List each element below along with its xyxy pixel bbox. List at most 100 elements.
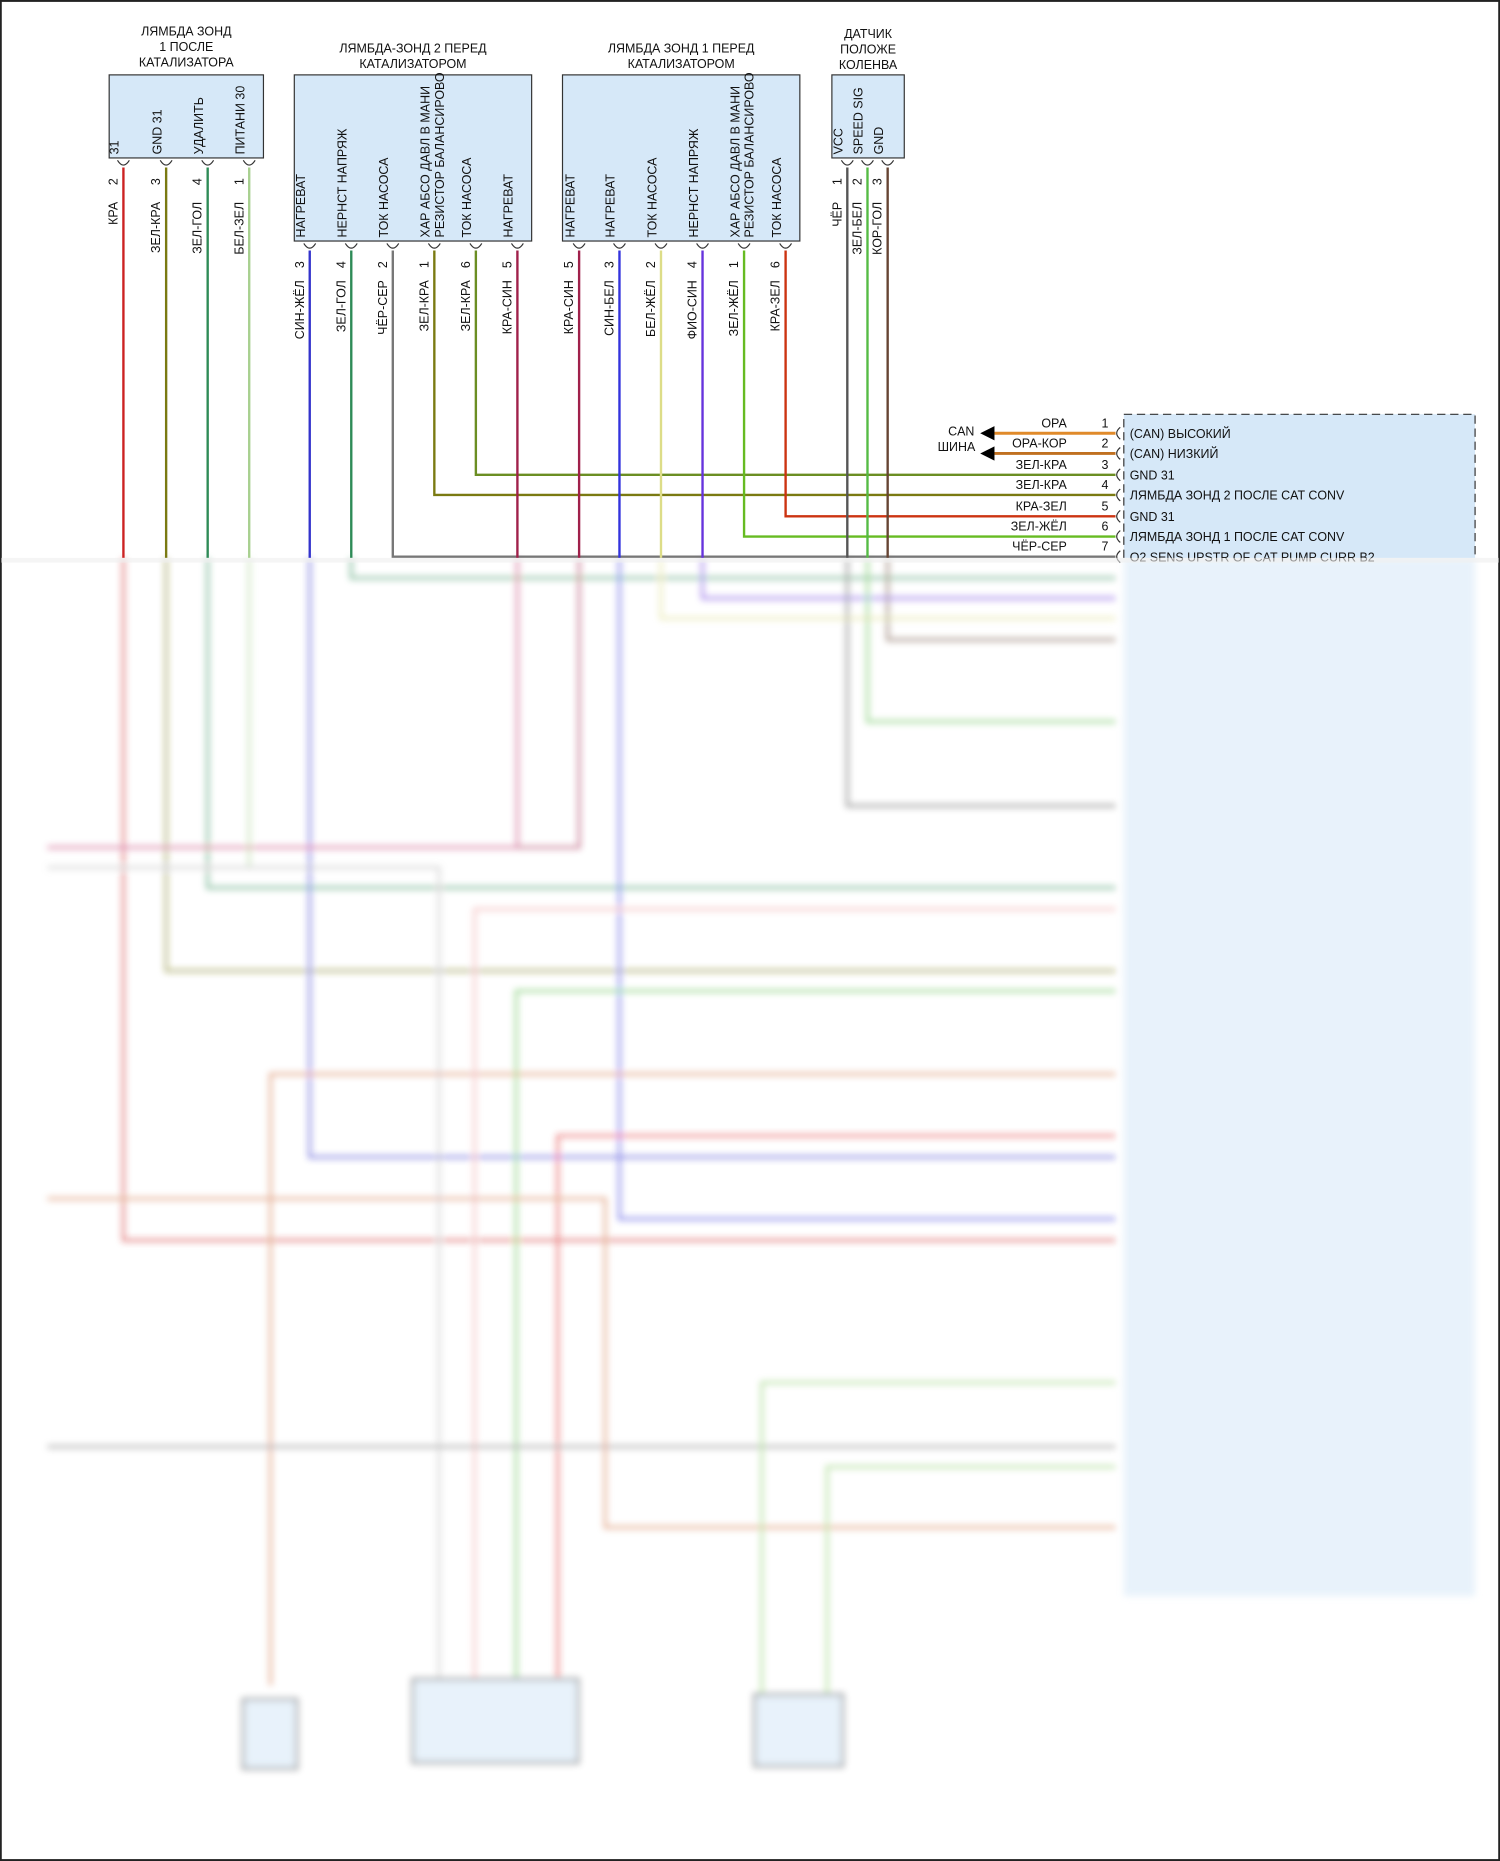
wire-color-label: ЗЕЛ-БЕЛ <box>851 202 865 255</box>
wire <box>391 250 1116 558</box>
connector-title: ПОЛОЖЕ <box>840 43 896 57</box>
pin-terminal-icon <box>1116 447 1121 460</box>
blurred-lower-diagram <box>47 557 1476 1770</box>
pin-terminal-icon <box>779 243 793 249</box>
wire <box>742 250 1116 538</box>
pin-number: 2 <box>106 178 120 185</box>
wire-color-label: КРА-СИН <box>562 280 576 334</box>
wire-color-label: ЗЕЛ-ГОЛ <box>334 280 348 332</box>
can-bus-label: CAN <box>948 425 974 439</box>
pin-label: ПИТАНИ 30 <box>233 86 247 155</box>
pin-label: 31 <box>108 140 122 154</box>
connector-box-3 <box>561 74 801 242</box>
pin-terminal-icon <box>572 243 586 249</box>
pin-number: 6 <box>1101 520 1108 534</box>
pin-number: 4 <box>334 261 348 268</box>
pin-label: НАГРЕВАТ <box>604 174 618 238</box>
ecu-box <box>1123 413 1476 558</box>
wire-color-label: КРА <box>106 201 120 225</box>
pin-terminal-icon <box>116 159 130 166</box>
pin-terminal-icon <box>510 243 524 249</box>
wire-color-label: ЗЕЛ-КРА <box>417 279 431 331</box>
pin-terminal-icon <box>881 159 895 166</box>
wire-color-label: СИН-БЕЛ <box>603 280 617 336</box>
pin-label: РЕЗИСТОР БАЛАНСИРОВО <box>743 72 757 237</box>
wire <box>784 250 1116 518</box>
pin-terminal-icon <box>427 243 441 249</box>
wire-color-label: КОР-ГОЛ <box>871 202 885 255</box>
pin-label: SPEED SIG <box>852 87 866 154</box>
pin-label: GND <box>872 127 886 155</box>
pin-number: 6 <box>459 261 473 268</box>
pin-label: НАГРЕВАТ <box>563 174 577 238</box>
pin-terminal-icon <box>344 243 358 249</box>
pin-number: 6 <box>769 261 783 268</box>
pin-label: GND 31 <box>150 109 164 154</box>
pin-terminal-icon <box>737 243 751 249</box>
wire-color-label: ЗЕЛ-КРА <box>1016 458 1068 472</box>
connector-box-2 <box>293 74 533 242</box>
pin-number: 1 <box>830 178 844 185</box>
wire-color-label: ЗЕЛ-ЖЁЛ <box>1011 520 1067 534</box>
pin-number: 2 <box>644 261 658 268</box>
pin-label: УДАЛИТЬ <box>192 97 206 154</box>
ecu-pin-label: GND 31 <box>1130 469 1175 483</box>
pin-label: НЕРНСТ НАПРЯЖ <box>687 128 701 237</box>
connector-box-1 <box>108 74 265 159</box>
arrow-left-icon <box>980 446 995 461</box>
pin-label: ТОК НАСОСА <box>460 157 474 238</box>
pin-label: ТОК НАСОСА <box>770 157 784 238</box>
pin-terminal-icon <box>861 159 874 166</box>
wire-color-label: ОРА-КОР <box>1012 437 1067 451</box>
arrow-left-icon <box>980 426 995 441</box>
pin-number: 4 <box>191 178 205 185</box>
connector-title: 1 ПОСЛЕ <box>159 40 213 54</box>
connector-title: ДАТЧИК <box>844 27 893 41</box>
pin-number: 5 <box>562 261 576 268</box>
pin-label: ТОК НАСОСА <box>377 157 391 238</box>
pin-terminal-icon <box>1116 530 1121 543</box>
ecu-pin-label: (CAN) ВЫСОКИЙ <box>1130 426 1231 441</box>
wire-color-label: ОРА <box>1041 416 1067 430</box>
pin-label: НАГРЕВАТ <box>502 174 516 238</box>
pin-number: 7 <box>1101 540 1108 554</box>
wire-color-label: ЗЕЛ-КРА <box>1016 478 1068 492</box>
wire-color-label: СИН-ЖЁЛ <box>293 280 307 339</box>
wire-color-label: КРА-ЗЕЛ <box>1016 499 1067 513</box>
pin-terminal-icon <box>303 243 317 249</box>
connector-title: КАТАЛИЗАТОРОМ <box>359 57 466 71</box>
connector-title: ЛЯМБДА ЗОНД 1 ПЕРЕД <box>608 41 755 55</box>
pin-number: 2 <box>851 178 865 185</box>
pin-terminal-icon <box>840 159 854 166</box>
pin-label: ТОК НАСОСА <box>645 157 659 238</box>
pin-terminal-icon <box>386 243 400 249</box>
pin-number: 4 <box>1101 478 1108 492</box>
wire-color-label: ЧЁР-СЕР <box>1012 540 1067 554</box>
connector-title: КАТАЛИЗАТОРОМ <box>628 57 735 71</box>
pin-label: VCC <box>832 128 846 154</box>
pin-terminal-icon <box>1116 509 1121 523</box>
ecu-pin-label: ЛЯМБДА ЗОНД 1 ПОСЛЕ CAT CONV <box>1130 530 1345 544</box>
pin-terminal-icon <box>1116 468 1121 482</box>
pin-label: ХАР АБСО ДАВЛ В МАНИ <box>728 86 742 238</box>
connector-box-4 <box>831 74 905 159</box>
pin-number: 3 <box>149 178 163 185</box>
pin-number: 5 <box>1101 499 1108 513</box>
pin-terminal-icon <box>201 159 215 166</box>
blur-boundary <box>1 557 1499 563</box>
wire-color-label: КРА-ЗЕЛ <box>769 280 783 331</box>
pin-terminal-icon <box>613 243 626 249</box>
pin-number: 1 <box>727 261 741 268</box>
wire-color-label: ЗЕЛ-ЖЁЛ <box>727 280 741 336</box>
wire-color-label: КРА-СИН <box>500 280 514 334</box>
ecu-pin-label: (CAN) НИЗКИЙ <box>1130 446 1219 461</box>
wire-color-label: ЧЁР <box>830 202 844 227</box>
wire-color-label: БЕЛ-ЖЁЛ <box>644 280 658 337</box>
wire <box>474 250 1116 476</box>
pin-number: 3 <box>603 261 617 268</box>
pin-label: НЕРНСТ НАПРЯЖ <box>336 128 350 237</box>
pin-label: РЕЗИСТОР БАЛАНСИРОВО <box>433 72 447 237</box>
ecu-pin-label: ЛЯМБДА ЗОНД 2 ПОСЛЕ CAT CONV <box>1130 489 1345 503</box>
pin-number: 1 <box>1101 416 1108 430</box>
